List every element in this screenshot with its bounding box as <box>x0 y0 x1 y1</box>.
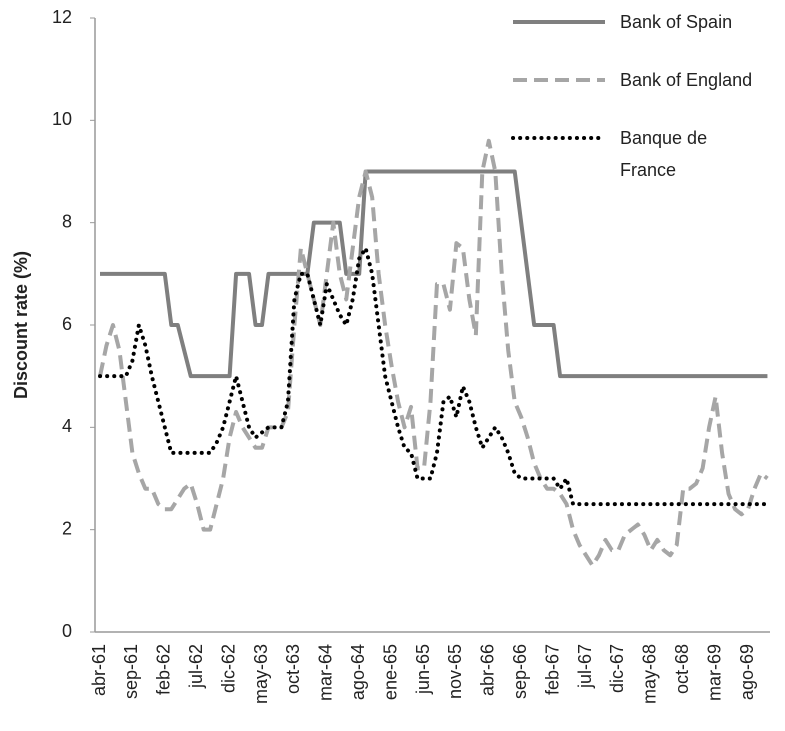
x-tick-label: may-68 <box>640 644 660 704</box>
x-tick-label: nov-65 <box>445 644 465 699</box>
y-axis-title: Discount rate (%) <box>11 251 31 399</box>
y-tick-label: 10 <box>52 109 72 129</box>
x-tick-label: ene-65 <box>380 644 400 700</box>
legend-label: Bank of England <box>620 70 753 90</box>
x-tick-label: ago-64 <box>348 644 368 700</box>
x-tick-label: abr-66 <box>478 644 498 696</box>
series-line <box>100 169 768 379</box>
x-tick-label: abr-61 <box>89 644 109 696</box>
x-tick-label: oct-63 <box>283 644 303 694</box>
y-tick-label: 4 <box>62 416 72 436</box>
series-line <box>98 246 770 507</box>
x-tick-label: jul-62 <box>186 644 206 689</box>
x-tick-label: feb-62 <box>154 644 174 695</box>
x-tick-label: dic-62 <box>218 644 238 693</box>
x-tick-label: ago-69 <box>737 644 757 700</box>
legend-label: Banque de France <box>620 128 708 180</box>
y-tick-label: 2 <box>62 518 72 538</box>
x-tick-label: jul-67 <box>575 644 595 689</box>
legend-label: Bank of Spain <box>620 12 733 32</box>
y-tick-label: 12 <box>52 7 72 27</box>
x-tick-label: feb-67 <box>542 644 562 695</box>
x-tick-label: may-63 <box>251 644 271 704</box>
y-tick-label: 0 <box>62 621 72 641</box>
x-tick-label: sep-66 <box>510 644 530 699</box>
x-tick-label: dic-67 <box>607 644 627 693</box>
y-tick-label: 8 <box>62 211 72 231</box>
y-tick-label: 6 <box>62 314 72 334</box>
x-tick-label: oct-68 <box>672 644 692 694</box>
x-tick-label: sep-61 <box>121 644 141 699</box>
x-tick-label: mar-69 <box>704 644 724 701</box>
x-tick-label: mar-64 <box>316 644 336 701</box>
x-tick-label: jun-65 <box>413 644 433 695</box>
series-line <box>98 138 769 568</box>
